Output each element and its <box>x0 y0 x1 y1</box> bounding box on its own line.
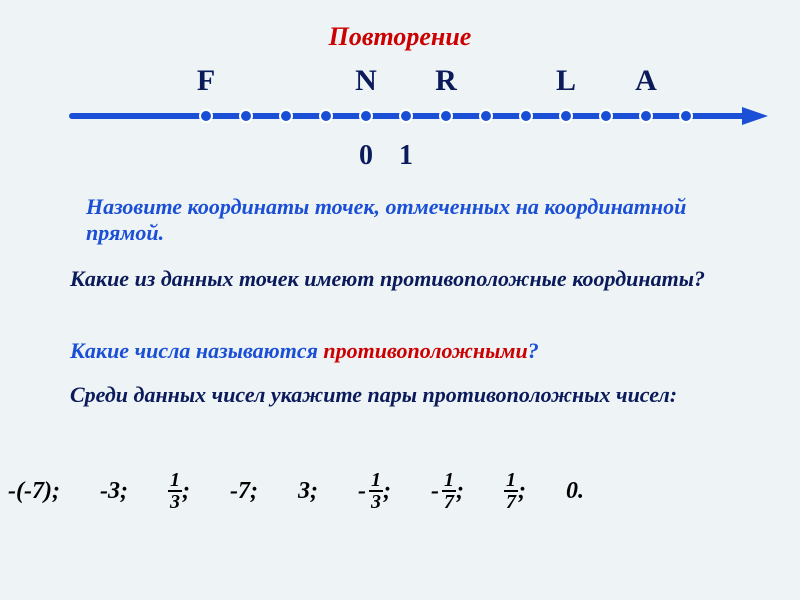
numberline-letter: F <box>197 64 215 98</box>
numberline-letter: L <box>556 64 576 98</box>
expression-separator: ; <box>310 478 318 505</box>
expression: 13 <box>168 470 182 512</box>
prompt-line: Среди данных чисел укажите пары противоп… <box>70 382 760 408</box>
expression: -13 <box>358 470 383 512</box>
expression-list: -(-7);-3;13;-7;3;-13;-17;17;0. <box>8 470 800 512</box>
expression: -7 <box>230 478 250 505</box>
numberline-letter: R <box>435 64 457 98</box>
expression-separator: ; <box>52 478 60 505</box>
expression-separator: ; <box>383 478 391 505</box>
expression: -3 <box>100 478 120 505</box>
expression-separator: ; <box>518 478 526 505</box>
expression-separator: . <box>578 478 584 505</box>
numberline-tick-label: 1 <box>399 140 413 172</box>
numberline-tick-label: 0 <box>359 140 373 172</box>
expression: 17 <box>504 470 518 512</box>
expression: 3 <box>298 478 310 505</box>
numberline-letter: N <box>355 64 377 98</box>
prompt-line: Какие числа называются противоположными? <box>70 338 760 364</box>
page-title: Повторение <box>0 22 800 52</box>
prompt-line: Назовите координаты точек, отмеченных на… <box>86 194 760 247</box>
expression-separator: ; <box>120 478 128 505</box>
expression-separator: ; <box>250 478 258 505</box>
prompt-line: Какие из данных точек имеют противополож… <box>70 266 760 292</box>
expression: -17 <box>431 470 456 512</box>
expression: 0 <box>566 478 578 505</box>
expression-separator: ; <box>182 478 190 505</box>
expression-separator: ; <box>456 478 464 505</box>
numberline-letter: A <box>635 64 657 98</box>
expression: -(-7) <box>8 478 52 505</box>
number-line <box>0 96 800 136</box>
